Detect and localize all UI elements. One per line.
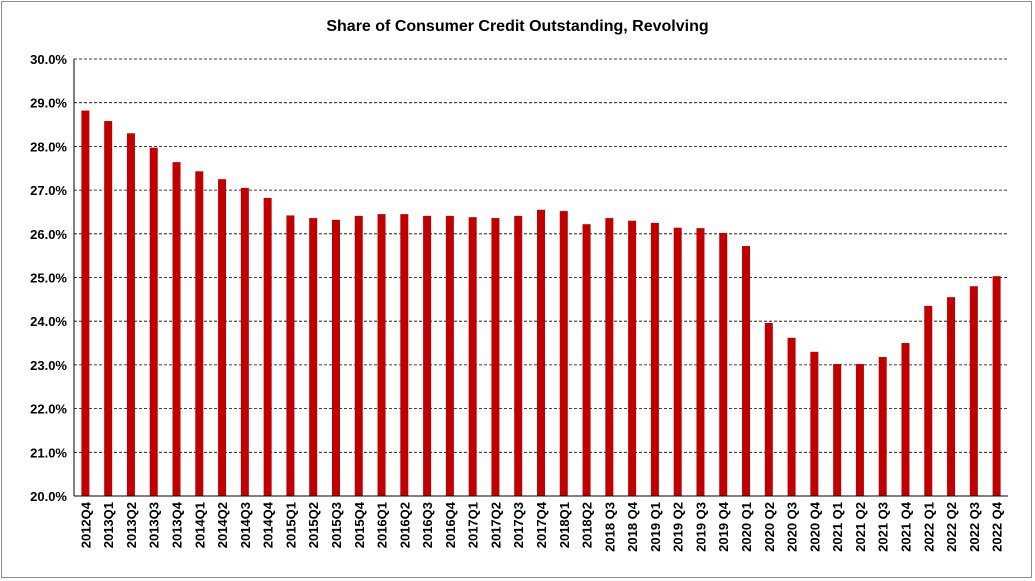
- x-tick-label: 2013Q4: [170, 501, 185, 548]
- bar: [240, 187, 249, 497]
- x-tick-label: 2016Q2: [397, 502, 412, 548]
- bar: [263, 197, 272, 496]
- bar: [650, 222, 659, 496]
- x-tick-label: 2015Q3: [329, 502, 344, 548]
- x-tick-label: 2022 Q1: [921, 502, 936, 552]
- x-tick-label: 2014Q3: [238, 502, 253, 548]
- bar: [992, 276, 1001, 496]
- x-tick-label: 2013Q3: [147, 502, 162, 548]
- bar: [742, 246, 751, 496]
- x-tick-label: 2020 Q1: [739, 502, 754, 552]
- x-tick-label: 2021 Q4: [898, 501, 913, 552]
- x-tick-label: 2017Q3: [511, 502, 526, 548]
- bar: [582, 224, 591, 496]
- y-tick-label: 21.0%: [30, 445, 67, 460]
- bar: [149, 147, 158, 496]
- bar: [81, 110, 90, 496]
- x-tick-label: 2013Q1: [101, 502, 116, 548]
- y-tick-label: 23.0%: [30, 358, 67, 373]
- x-axis-ticks: 2012Q4 2013Q1 2013Q2 2013Q3 2013Q4 2014Q1 2014…: [78, 501, 1004, 552]
- bar: [924, 305, 933, 496]
- bar: [810, 351, 819, 496]
- x-tick-label: 2019 Q1: [648, 502, 663, 552]
- bar: [354, 215, 363, 496]
- x-tick-label: 2017Q1: [466, 502, 481, 548]
- x-tick-label: 2019 Q4: [716, 501, 731, 552]
- axes: [73, 59, 1008, 497]
- bar: [445, 215, 454, 496]
- x-tick-label: 2020 Q4: [807, 501, 822, 552]
- bar: [468, 217, 477, 496]
- bars: [81, 110, 1001, 497]
- x-tick-label: 2016Q1: [375, 502, 390, 548]
- y-tick-label: 28.0%: [30, 139, 67, 154]
- bar: [787, 337, 796, 496]
- bar: [605, 218, 614, 496]
- x-tick-label: 2019 Q3: [693, 502, 708, 552]
- bar: [947, 297, 956, 496]
- bar: [218, 179, 227, 497]
- x-tick-label: 2018Q1: [557, 502, 572, 548]
- bar: [423, 215, 432, 496]
- x-tick-label: 2022 Q4: [990, 501, 1005, 552]
- x-tick-label: 2020 Q2: [762, 502, 777, 552]
- bar: [400, 214, 409, 496]
- x-tick-label: 2018 Q3: [602, 502, 617, 552]
- x-tick-label: 2021 Q2: [853, 502, 868, 552]
- x-tick-label: 2019 Q2: [671, 502, 686, 552]
- y-tick-label: 25.0%: [30, 271, 67, 286]
- y-tick-label: 22.0%: [30, 402, 67, 417]
- bar: [309, 218, 318, 496]
- x-tick-label: 2014Q1: [192, 502, 207, 548]
- y-tick-label: 27.0%: [30, 183, 67, 198]
- y-tick-label: 30.0%: [30, 52, 67, 67]
- x-tick-label: 2018Q2: [580, 502, 595, 548]
- x-tick-label: 2017Q4: [534, 501, 549, 548]
- bar: [172, 162, 181, 496]
- x-tick-label: 2012Q4: [78, 501, 93, 548]
- x-tick-label: 2021 Q3: [876, 502, 891, 552]
- bar: [901, 343, 910, 496]
- bar: [833, 364, 842, 496]
- bar: [537, 209, 545, 496]
- y-tick-label: 26.0%: [30, 227, 67, 242]
- bar: [104, 121, 113, 496]
- bar: [719, 232, 728, 496]
- x-tick-label: 2013Q2: [124, 502, 139, 548]
- bar: [878, 357, 887, 496]
- x-tick-label: 2020 Q3: [785, 502, 800, 552]
- chart-title: Share of Consumer Credit Outstanding, Re…: [326, 18, 709, 35]
- x-tick-label: 2015Q4: [352, 501, 367, 548]
- bar: [331, 219, 340, 497]
- bar: [764, 322, 773, 496]
- bar: [559, 211, 568, 497]
- bar: [286, 215, 295, 497]
- bar: [491, 218, 500, 496]
- x-tick-label: 2014Q2: [215, 502, 230, 548]
- bar: [696, 228, 705, 496]
- y-tick-label: 24.0%: [30, 314, 67, 329]
- x-tick-label: 2014Q4: [261, 501, 276, 548]
- x-tick-label: 2015Q2: [306, 502, 321, 548]
- x-tick-label: 2022 Q2: [944, 502, 959, 552]
- x-tick-label: 2016Q4: [443, 501, 458, 548]
- y-tick-label: 29.0%: [30, 96, 67, 111]
- bar: [628, 220, 637, 496]
- x-tick-label: 2021 Q1: [830, 502, 845, 552]
- bar: [195, 171, 204, 496]
- bar: [514, 215, 523, 496]
- bar: [969, 286, 978, 496]
- x-tick-label: 2018 Q4: [625, 501, 640, 552]
- bar: [126, 133, 135, 497]
- y-tick-label: 20.0%: [30, 489, 67, 504]
- x-tick-label: 2017Q2: [488, 502, 503, 548]
- bar: [855, 364, 864, 496]
- x-tick-label: 2016Q3: [420, 502, 435, 548]
- bar: [673, 227, 682, 496]
- x-tick-label: 2022 Q3: [967, 502, 982, 552]
- y-axis-ticks: 20.0% 21.0% 22.0% 23.0% 24.0% 25.0% 26.0% 27.0%…: [30, 52, 67, 504]
- bar: [377, 214, 386, 496]
- x-tick-label: 2015Q1: [283, 502, 298, 548]
